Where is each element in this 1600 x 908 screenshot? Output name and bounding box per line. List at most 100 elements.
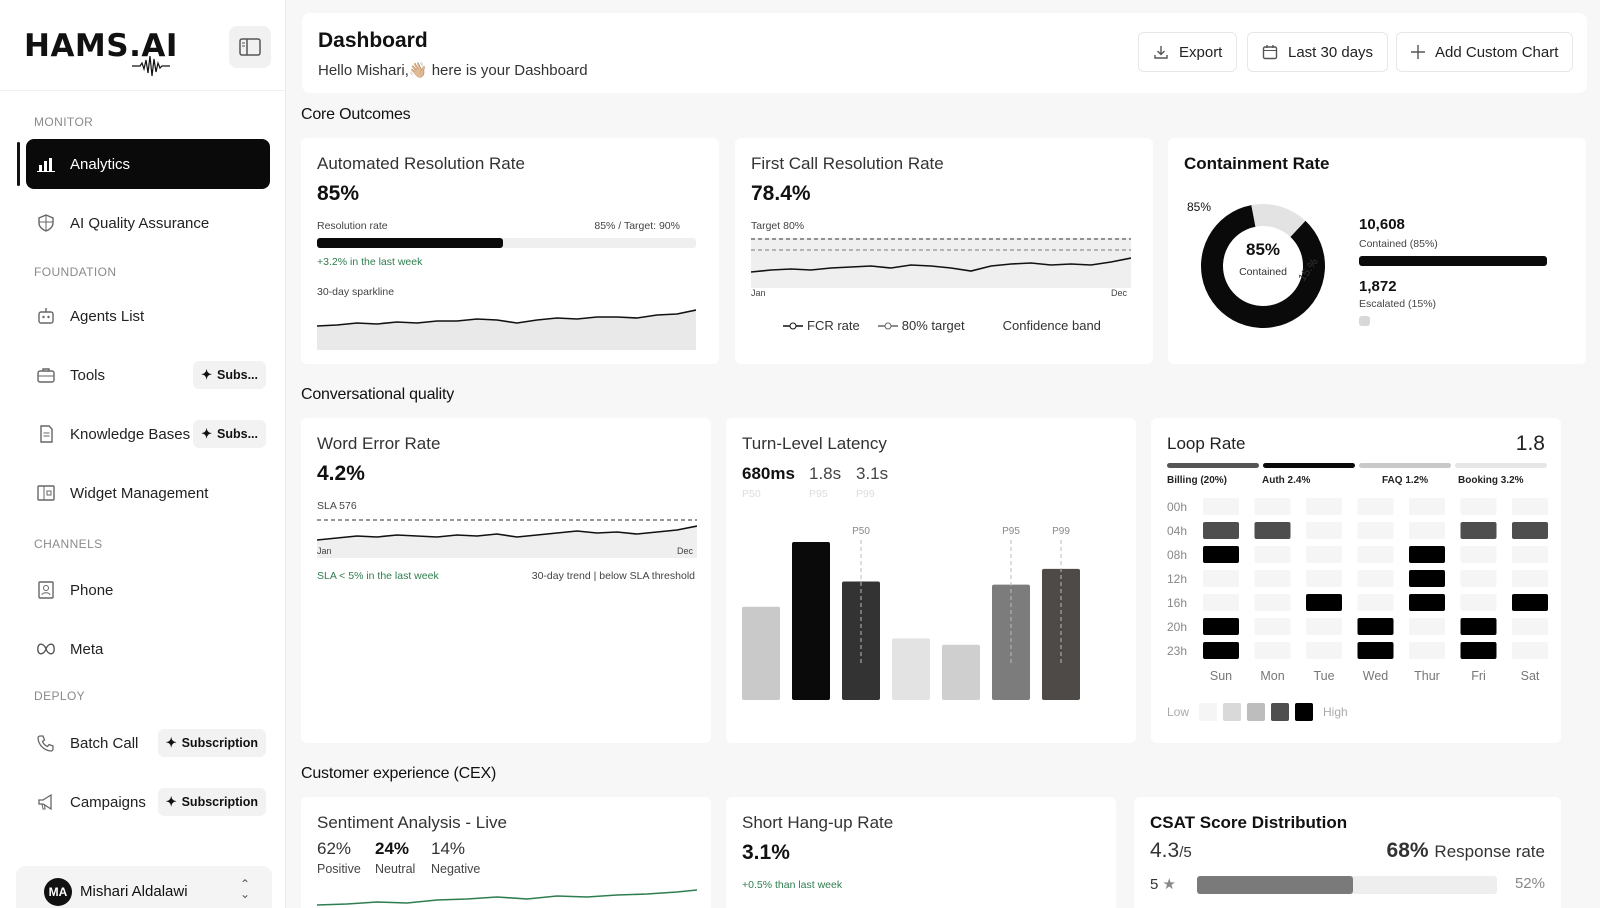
latency-bar bbox=[892, 638, 930, 700]
legend-item: FCR rate bbox=[783, 318, 860, 333]
heatmap-legend-high: High bbox=[1323, 705, 1348, 719]
resolution-progress-track bbox=[317, 238, 696, 248]
heatmap-day-label: Wed bbox=[1363, 669, 1389, 683]
heatmap-cell bbox=[1357, 642, 1394, 659]
heatmap-row-label: 12h bbox=[1167, 572, 1187, 586]
sidebar-item-agents-list[interactable]: Agents List bbox=[26, 291, 270, 341]
waveform-icon bbox=[132, 55, 170, 77]
subscription-badge[interactable]: ✦ Subs... bbox=[193, 361, 266, 389]
bar-chart-icon bbox=[36, 154, 56, 174]
positive-label: Positive bbox=[317, 862, 361, 876]
escalated-count: 1,872 bbox=[1359, 278, 1397, 295]
user-menu[interactable]: MA Mishari Aldalawi ⌃ ⌄ bbox=[16, 866, 272, 908]
heatmap-cell bbox=[1460, 594, 1497, 611]
x-axis-start: Jan bbox=[751, 288, 766, 298]
sidebar-item-label: Tools bbox=[70, 366, 106, 384]
heatmap-cell bbox=[1409, 522, 1445, 539]
percentile-marker-label: P50 bbox=[852, 526, 870, 537]
heatmap-cell bbox=[1203, 546, 1239, 563]
heatmap-day-label: Fri bbox=[1471, 669, 1486, 683]
heatmap-day-label: Tue bbox=[1313, 669, 1334, 683]
phone-icon bbox=[36, 733, 56, 753]
card-csat-distribution: CSAT Score Distribution 4.3/5 68% Respon… bbox=[1134, 797, 1561, 908]
loop-segment-label: Auth 2.4% bbox=[1262, 475, 1311, 486]
card-title: Sentiment Analysis - Live bbox=[317, 813, 507, 832]
sidebar: HAMS.AI MONITOR Analytics AI Quality Ass… bbox=[0, 0, 286, 908]
sidebar-item-campaigns[interactable]: Campaigns ✦ Subscription bbox=[26, 777, 270, 827]
heatmap-cell bbox=[1460, 546, 1497, 563]
sidebar-item-phone[interactable]: Phone bbox=[26, 565, 270, 615]
heatmap-cell bbox=[1512, 570, 1548, 587]
sidebar-item-analytics[interactable]: Analytics bbox=[26, 139, 270, 189]
briefcase-icon bbox=[36, 365, 56, 385]
section-title-cex: Customer experience (CEX) bbox=[301, 765, 497, 782]
heatmap-cell bbox=[1357, 594, 1394, 611]
section-channels: CHANNELS bbox=[34, 537, 103, 551]
loop-heatmap: 00h 04h 08h 12h 16h 20h 23h Sun Mon Tue Wed Thur Fri… bbox=[1167, 498, 1548, 721]
heatmap-cell bbox=[1409, 570, 1445, 587]
sidebar-divider bbox=[0, 90, 286, 91]
phone-contact-icon bbox=[36, 580, 56, 600]
heatmap-cell bbox=[1203, 498, 1239, 515]
heatmap-cell bbox=[1254, 570, 1291, 587]
sidebar-item-label: Batch Call bbox=[70, 734, 139, 752]
csat-star-label: 5 ★ bbox=[1150, 876, 1176, 893]
heatmap-cell bbox=[1512, 594, 1548, 611]
heatmap-legend-swatch bbox=[1223, 703, 1241, 721]
sidebar-item-batch-call[interactable]: Batch Call ✦ Subscription bbox=[26, 718, 270, 768]
user-name: Mishari Aldalawi bbox=[80, 883, 188, 900]
heatmap-cell bbox=[1203, 642, 1239, 659]
export-button[interactable]: Export bbox=[1138, 32, 1238, 72]
legend-item: Confidence band bbox=[1002, 318, 1101, 333]
sidebar-item-label: AI Quality Assurance bbox=[70, 214, 210, 232]
subscription-badge[interactable]: ✦ Subscription bbox=[157, 729, 266, 757]
loop-segment-auth bbox=[1263, 463, 1355, 468]
sidebar-item-meta[interactable]: Meta bbox=[26, 624, 270, 674]
subscription-badge[interactable]: ✦ Subscription bbox=[157, 788, 266, 816]
heatmap-cell bbox=[1357, 498, 1394, 515]
heatmap-cell bbox=[1203, 522, 1239, 539]
date-range-button[interactable]: Last 30 days bbox=[1247, 32, 1389, 72]
delta-text: +3.2% in the last week bbox=[317, 256, 423, 268]
page-title: Dashboard bbox=[318, 29, 428, 52]
section-title-core: Core Outcomes bbox=[301, 106, 411, 123]
heatmap-cell bbox=[1460, 570, 1497, 587]
section-title-conversational: Conversational quality bbox=[301, 386, 455, 403]
card-title: Containment Rate bbox=[1184, 154, 1330, 173]
sidebar-item-knowledge-bases[interactable]: Knowledge Bases ✦ Subs... bbox=[26, 409, 270, 459]
sparkline-label: 30-day sparkline bbox=[317, 286, 395, 298]
sidebar-toggle-button[interactable] bbox=[229, 26, 271, 68]
heatmap-day-label: Sat bbox=[1521, 669, 1540, 683]
section-deploy: DEPLOY bbox=[34, 689, 86, 703]
heatmap-cell bbox=[1254, 642, 1291, 659]
heatmap-cell bbox=[1460, 642, 1497, 659]
meta-icon bbox=[36, 639, 56, 659]
heatmap-day-label: Mon bbox=[1260, 669, 1284, 683]
section-foundation: FOUNDATION bbox=[34, 265, 117, 279]
heatmap-cell bbox=[1357, 522, 1394, 539]
loop-segment-label: Booking 3.2% bbox=[1458, 475, 1524, 486]
subscription-badge[interactable]: ✦ Subs... bbox=[193, 420, 266, 448]
donut-slice-contained bbox=[1201, 205, 1325, 328]
heatmap-cell bbox=[1306, 594, 1342, 611]
sidebar-item-widget-management[interactable]: Widget Management bbox=[26, 468, 270, 518]
sparkle-icon: ✦ bbox=[165, 794, 177, 809]
heatmap-cell bbox=[1357, 546, 1394, 563]
loop-rate-value: 1.8 bbox=[1515, 432, 1545, 455]
heatmap-row-label: 20h bbox=[1167, 620, 1187, 634]
heatmap-day-label: Sun bbox=[1210, 669, 1232, 683]
add-custom-chart-button[interactable]: Add Custom Chart bbox=[1396, 32, 1574, 72]
sla-label: SLA 576 bbox=[317, 500, 357, 512]
latency-bar bbox=[992, 584, 1030, 700]
sidebar-item-tools[interactable]: Tools ✦ Subs... bbox=[26, 350, 270, 400]
percentile-marker-label: P95 bbox=[1002, 526, 1020, 537]
sidebar-item-ai-quality[interactable]: AI Quality Assurance bbox=[26, 198, 270, 248]
heatmap-cell bbox=[1512, 546, 1548, 563]
card-first-call-resolution: First Call Resolution Rate 78.4% Target … bbox=[735, 138, 1153, 364]
fcr-legend: FCR rate 80% target Confidence band bbox=[783, 318, 1119, 333]
card-value: 3.1% bbox=[742, 841, 790, 864]
heatmap-cell bbox=[1306, 570, 1342, 587]
contained-bar bbox=[1359, 256, 1547, 266]
heatmap-cell bbox=[1306, 522, 1342, 539]
page-header: Dashboard Hello Mishari,👋🏼 here is your … bbox=[302, 13, 1587, 93]
